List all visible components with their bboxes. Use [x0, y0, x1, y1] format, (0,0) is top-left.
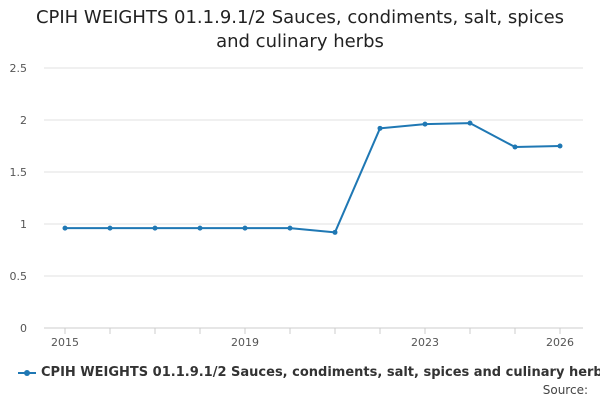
legend-label: CPIH WEIGHTS 01.1.9.1/2 Sauces, condimen…	[41, 365, 600, 380]
legend-swatch-icon	[18, 367, 36, 379]
data-point	[152, 225, 158, 231]
data-point	[332, 229, 338, 235]
legend[interactable]: CPIH WEIGHTS 01.1.9.1/2 Sauces, condimen…	[18, 365, 600, 380]
y-tick-label: 2	[20, 114, 27, 127]
data-point	[197, 225, 203, 231]
x-tick-label: 2015	[51, 336, 79, 349]
series-line	[65, 122, 561, 234]
data-point	[557, 143, 563, 149]
chart-title: CPIH WEIGHTS 01.1.9.1/2 Sauces, condimen…	[0, 6, 600, 54]
y-tick-label: 1	[20, 218, 27, 231]
source-label: Source:	[542, 383, 588, 397]
x-tick-label: 2023	[411, 336, 439, 349]
y-tick-label: 2.5	[10, 62, 28, 75]
data-point	[467, 120, 473, 126]
data-point	[107, 225, 113, 231]
data-point	[62, 225, 68, 231]
data-point	[242, 225, 248, 231]
x-tick-label: 2019	[231, 336, 259, 349]
data-point	[377, 125, 383, 131]
chart-title-line-2: and culinary herbs	[216, 31, 384, 52]
y-tick-label: 0	[20, 322, 27, 335]
chart-title-line-1: CPIH WEIGHTS 01.1.9.1/2 Sauces, condimen…	[35, 7, 565, 28]
y-tick-label: 1.5	[10, 166, 28, 179]
y-tick-label: 0.5	[10, 270, 28, 283]
data-point	[422, 121, 428, 127]
data-point	[287, 225, 293, 231]
data-point	[512, 144, 518, 150]
x-tick-label: 2026	[546, 336, 574, 349]
